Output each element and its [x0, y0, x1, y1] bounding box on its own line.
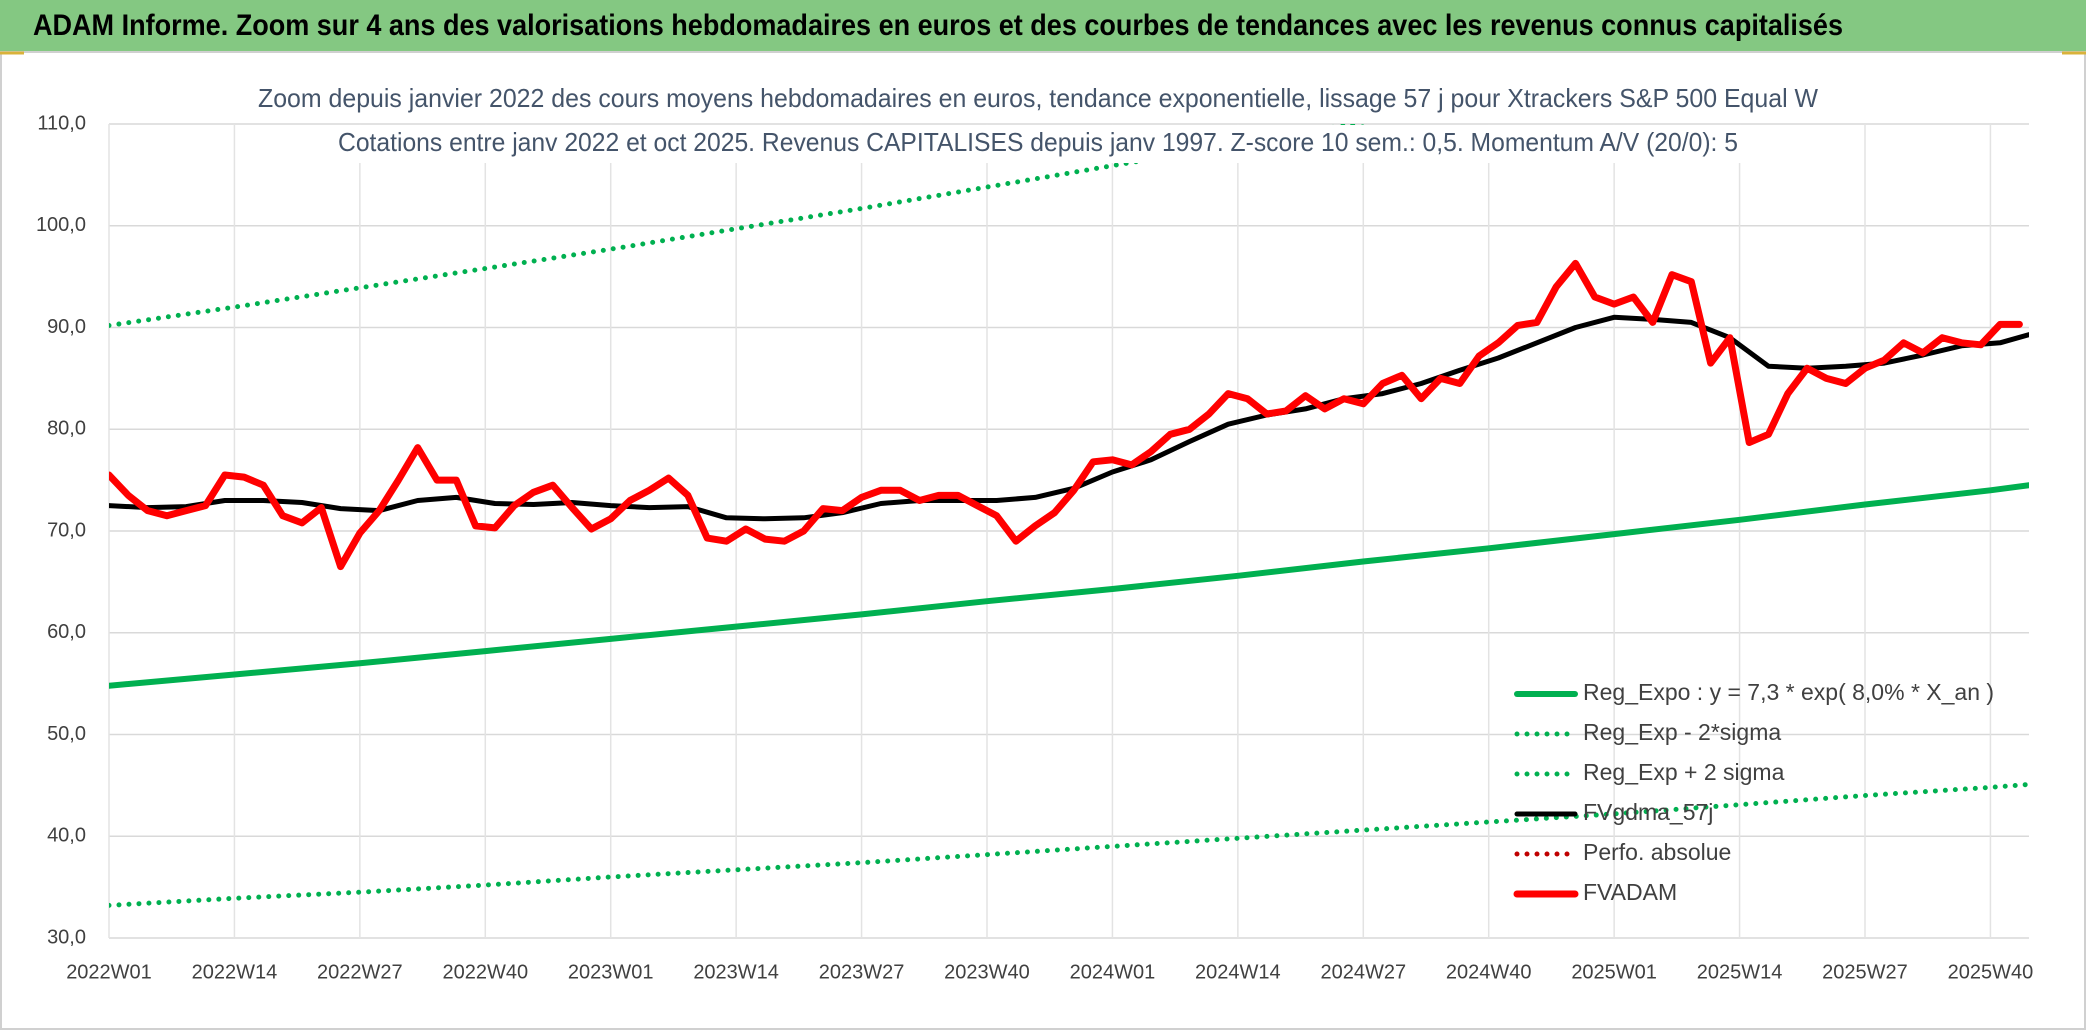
- y-tick-label: 110,0: [37, 112, 86, 134]
- x-tick-label: 2025W01: [1571, 961, 1657, 983]
- grid: 30,0 40,0 50,0 60,0 70,0 80,0 90,0 100,0 110,0 20…: [36, 112, 2033, 983]
- y-tick-label: 70,0: [47, 519, 86, 541]
- legend-label: Reg_Exp - 2*sigma: [1583, 719, 1781, 745]
- chart-title: Zoom depuis janvier 2022 des cours moyen…: [258, 83, 1818, 113]
- x-tick-label: 2022W01: [66, 961, 152, 983]
- y-tick-label: 50,0: [47, 723, 86, 745]
- y-tick-label: 90,0: [47, 316, 86, 338]
- y-tick-label: 60,0: [47, 621, 86, 643]
- series-line: [109, 482, 2029, 689]
- plot: [109, 124, 2029, 908]
- x-tick-label: 2022W14: [192, 961, 278, 983]
- y-tick-label: 30,0: [47, 926, 86, 948]
- x-tick-label: 2025W14: [1697, 961, 1783, 983]
- title-background: [332, 125, 1744, 163]
- chart-frame: [0, 51, 2086, 1030]
- chart-subtitle: Cotations entre janv 2022 et oct 2025. R…: [338, 127, 1738, 157]
- legend-label: FVADAM: [1583, 879, 1677, 905]
- series-line: [109, 259, 2023, 571]
- series-line: [109, 124, 1367, 328]
- header-title: ADAM Informe. Zoom sur 4 ans des valoris…: [33, 9, 1843, 42]
- legend-label: Reg_Exp + 2 sigma: [1583, 759, 1785, 785]
- x-tick-label: 2024W14: [1195, 961, 1281, 983]
- x-tick-label: 2022W27: [317, 961, 403, 983]
- y-tick-label: 100,0: [36, 214, 86, 236]
- legend-label: Reg_Expo : y = 7,3 * exp( 8,0% * X_an ): [1583, 679, 1994, 705]
- x-tick-label: 2023W27: [819, 961, 905, 983]
- x-tick-label: 2025W40: [1948, 961, 2034, 983]
- legend: Reg_Expo : y = 7,3 * exp( 8,0% * X_an ) R…: [1513, 679, 1994, 905]
- x-tick-label: 2024W40: [1446, 961, 1532, 983]
- x-tick-label: 2025W27: [1822, 961, 1908, 983]
- x-tick-label: 2024W01: [1070, 961, 1156, 983]
- header-bar: [0, 0, 2086, 52]
- x-tick-label: 2023W01: [568, 961, 654, 983]
- x-tick-label: 2022W40: [442, 961, 528, 983]
- x-tick-label: 2023W14: [693, 961, 779, 983]
- y-tick-label: 40,0: [47, 825, 86, 847]
- legend-label: FVgdma_57j: [1583, 799, 1713, 825]
- y-tick-label: 80,0: [47, 418, 86, 440]
- x-tick-label: 2023W40: [944, 961, 1030, 983]
- x-tick-label: 2024W27: [1320, 961, 1406, 983]
- title-background: [252, 81, 1824, 119]
- titles: Zoom depuis janvier 2022 des cours moyen…: [252, 81, 1824, 163]
- legend-label: Perfo. absolue: [1583, 839, 1731, 865]
